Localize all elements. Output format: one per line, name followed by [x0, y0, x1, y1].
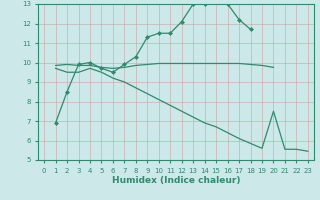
X-axis label: Humidex (Indice chaleur): Humidex (Indice chaleur)	[112, 176, 240, 185]
